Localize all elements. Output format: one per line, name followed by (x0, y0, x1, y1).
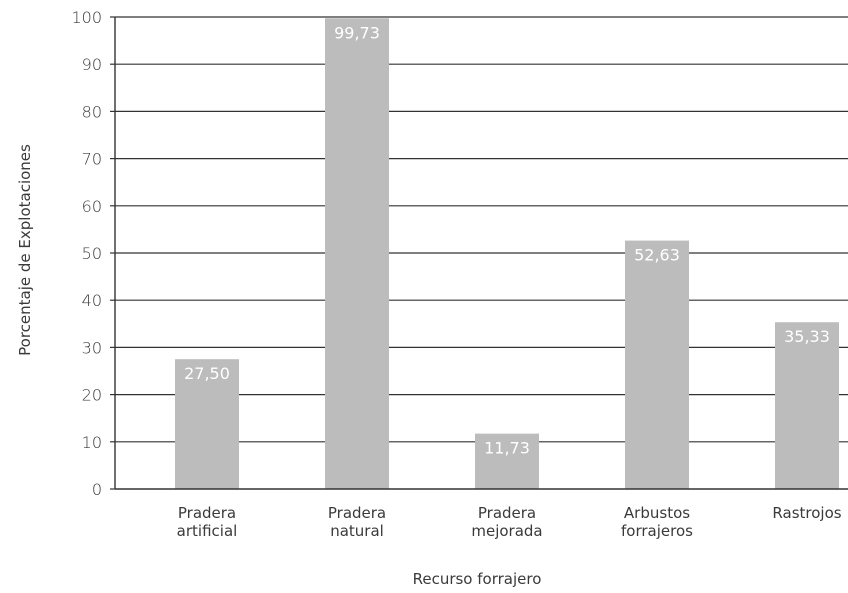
x-axis-title: Recurso forrajero (413, 570, 542, 588)
data-label: 52,63 (634, 246, 680, 265)
y-tick-label: 70 (82, 150, 102, 169)
x-tick-label: Arbustos forrajeros (621, 504, 693, 540)
bar (175, 359, 239, 489)
y-tick-label: 60 (82, 197, 102, 216)
y-tick-label: 90 (82, 55, 102, 74)
y-tick-label: 20 (82, 386, 102, 405)
x-tick-label: Rastrojos (772, 504, 841, 522)
y-tick-label: 0 (92, 480, 102, 499)
bar (325, 18, 389, 489)
data-label: 11,73 (484, 439, 530, 458)
x-tick-label: Pradera mejorada (471, 504, 542, 540)
bar (625, 240, 689, 489)
y-tick-label: 80 (82, 102, 102, 121)
labels: 0 10 20 30 40 50 60 70 80 90 100 27,50 Pradera artifi… (71, 8, 841, 540)
x-tick-label: Pradera natural (328, 504, 386, 540)
bar (775, 322, 839, 489)
data-label: 99,73 (334, 23, 380, 42)
y-tick-label: 50 (82, 244, 102, 263)
y-tick-label: 100 (71, 8, 102, 27)
x-tick-label: Pradera artificial (177, 504, 238, 540)
y-axis-title: Porcentaje de Explotaciones (16, 144, 34, 356)
bars (175, 18, 839, 489)
bar (475, 433, 539, 489)
data-label: 35,33 (784, 327, 830, 346)
y-tick-label: 40 (82, 291, 102, 310)
y-tick-label: 30 (82, 338, 102, 357)
axes (110, 16, 848, 490)
data-label: 27,50 (184, 364, 230, 383)
y-tick-label: 10 (82, 433, 102, 452)
